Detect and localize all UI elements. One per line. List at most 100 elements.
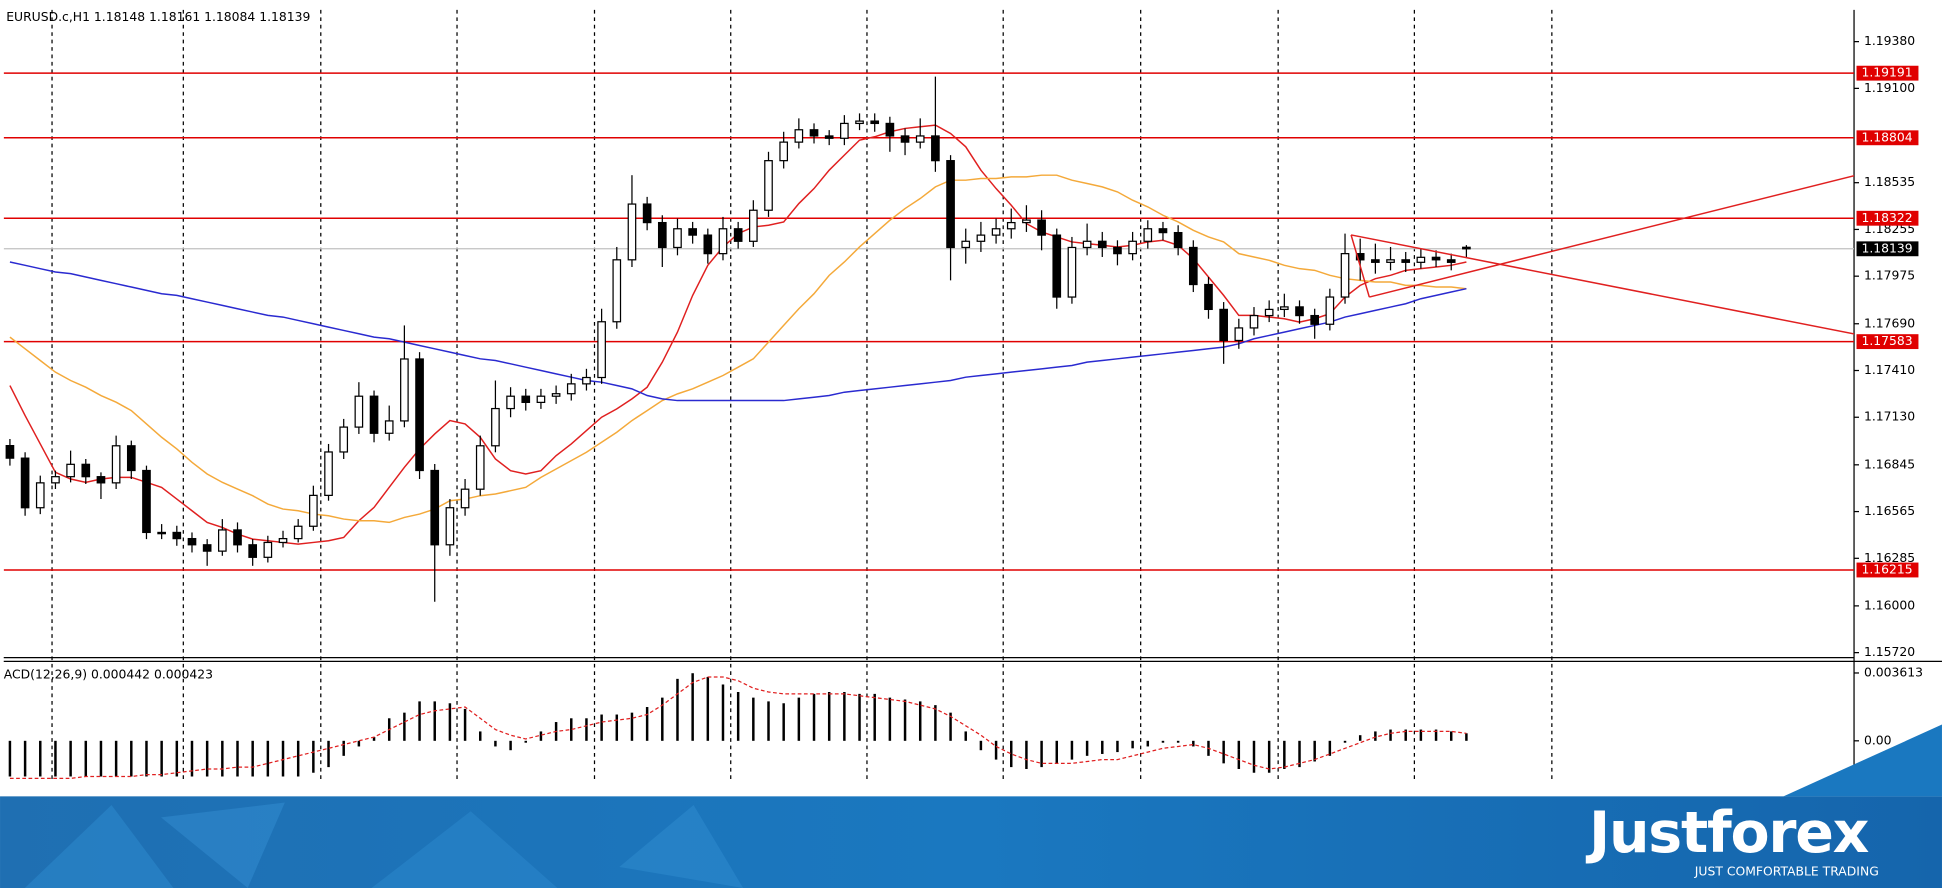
macd-bar	[797, 697, 801, 741]
macd-bar	[615, 714, 619, 741]
candle-body	[566, 383, 576, 395]
y-tick-label: 1.17690	[1864, 316, 1915, 330]
chart-title: EURUSD.c,H1 1.18148 1.18161 1.18084 1.18…	[6, 10, 310, 24]
candle-body	[1113, 246, 1122, 255]
y-tick-label: 1.16000	[1864, 598, 1915, 612]
macd-bar	[448, 703, 452, 741]
macd-bar	[1328, 740, 1332, 756]
candle-body	[309, 494, 318, 527]
level-label-box	[1856, 65, 1919, 81]
macd-bar	[1131, 740, 1134, 749]
macd-bar	[1025, 740, 1028, 769]
candle-body	[915, 135, 925, 143]
macd-bar	[903, 699, 907, 741]
candle-body	[1037, 219, 1046, 236]
candle-body	[111, 445, 121, 484]
macd-bar	[84, 740, 88, 777]
candle-body	[1249, 314, 1259, 329]
candle-body	[612, 259, 622, 323]
candle-body	[657, 221, 667, 249]
macd-bar	[221, 740, 224, 777]
candle-body	[1022, 219, 1031, 224]
candle-body	[491, 407, 500, 447]
candle-body	[1173, 231, 1183, 249]
macd-bar	[130, 740, 133, 777]
candle-body	[233, 529, 242, 546]
macd-bar	[1161, 740, 1165, 743]
macd-bar	[1298, 740, 1301, 768]
macd-bar	[630, 712, 634, 741]
macd-bar	[539, 731, 543, 741]
level-label-box	[1856, 210, 1919, 226]
candle-body	[96, 476, 106, 484]
candle-body	[1188, 246, 1198, 286]
y-tick-label: 1.18535	[1864, 175, 1915, 189]
macd-bar	[918, 701, 922, 741]
candle-body	[460, 488, 470, 509]
macd-bar	[175, 740, 179, 777]
level-label-box	[1856, 334, 1919, 350]
y-tick-label: 1.17130	[1864, 410, 1915, 424]
candle-body	[961, 240, 971, 249]
macd-bar	[1374, 731, 1377, 741]
candle-body	[1416, 256, 1426, 263]
macd-bar	[266, 740, 270, 777]
macd-bar	[964, 731, 967, 741]
y-tick-label: 1.17410	[1864, 363, 1915, 377]
candle-body	[51, 476, 60, 484]
footer-banner: Justforex JUST COMFORTABLE TRADING	[0, 724, 1942, 888]
macd-bar	[949, 712, 952, 741]
y-tick-label: 1.19380	[1864, 34, 1915, 48]
macd-bar	[1252, 740, 1256, 773]
candle-body	[582, 376, 591, 385]
macd-bar	[888, 697, 892, 741]
candle-body	[1158, 228, 1168, 234]
banner-decor	[619, 805, 744, 888]
moving-average	[9, 174, 1467, 524]
candle-body	[885, 122, 895, 137]
candle-body	[1355, 253, 1365, 261]
candle-body	[1325, 296, 1335, 325]
candle-body	[172, 531, 182, 540]
macd-bar	[600, 714, 603, 741]
candle-body	[217, 529, 227, 552]
candle-body	[840, 122, 849, 139]
candle-body	[642, 203, 652, 224]
macd-bar	[524, 740, 527, 743]
macd-bar	[1101, 740, 1104, 754]
macd-bar	[1055, 740, 1059, 764]
candle-body	[35, 482, 45, 509]
macd-bar	[752, 697, 755, 741]
candle-body	[931, 135, 940, 162]
macd-bar	[1146, 740, 1150, 747]
candle-body	[1462, 246, 1471, 250]
macd-bar	[1176, 740, 1180, 743]
candle-body	[157, 531, 166, 535]
candle-body	[764, 160, 773, 211]
candle-body	[794, 129, 804, 143]
y-tick-label: 0.00	[1864, 733, 1892, 747]
macd-bar	[706, 676, 710, 741]
candle-body	[1340, 253, 1350, 298]
level-label-box	[1856, 562, 1919, 578]
candle-body	[1310, 314, 1320, 325]
macd-bar	[1358, 735, 1362, 741]
macd-bar	[736, 691, 740, 741]
candle-body	[1082, 240, 1092, 249]
axes: EURUSD.c,H1 1.18148 1.18161 1.18084 1.18…	[4, 10, 1923, 747]
macd-bar	[934, 705, 937, 741]
candle-body	[779, 141, 789, 162]
macd-signal	[9, 676, 1467, 779]
brand-name: Justforex	[1585, 800, 1869, 866]
y-tick-label: 1.15720	[1864, 645, 1915, 659]
macd-bar	[403, 712, 406, 741]
level-label: 1.19191	[1861, 66, 1912, 80]
macd-bar	[1313, 740, 1316, 762]
macd-bar	[767, 701, 770, 741]
macd-bar	[39, 740, 42, 777]
macd-bar	[1389, 729, 1392, 741]
macd-bar	[114, 740, 118, 777]
candle-body	[551, 393, 561, 397]
macd-plot	[8, 673, 1468, 779]
macd-bar	[1465, 733, 1468, 741]
